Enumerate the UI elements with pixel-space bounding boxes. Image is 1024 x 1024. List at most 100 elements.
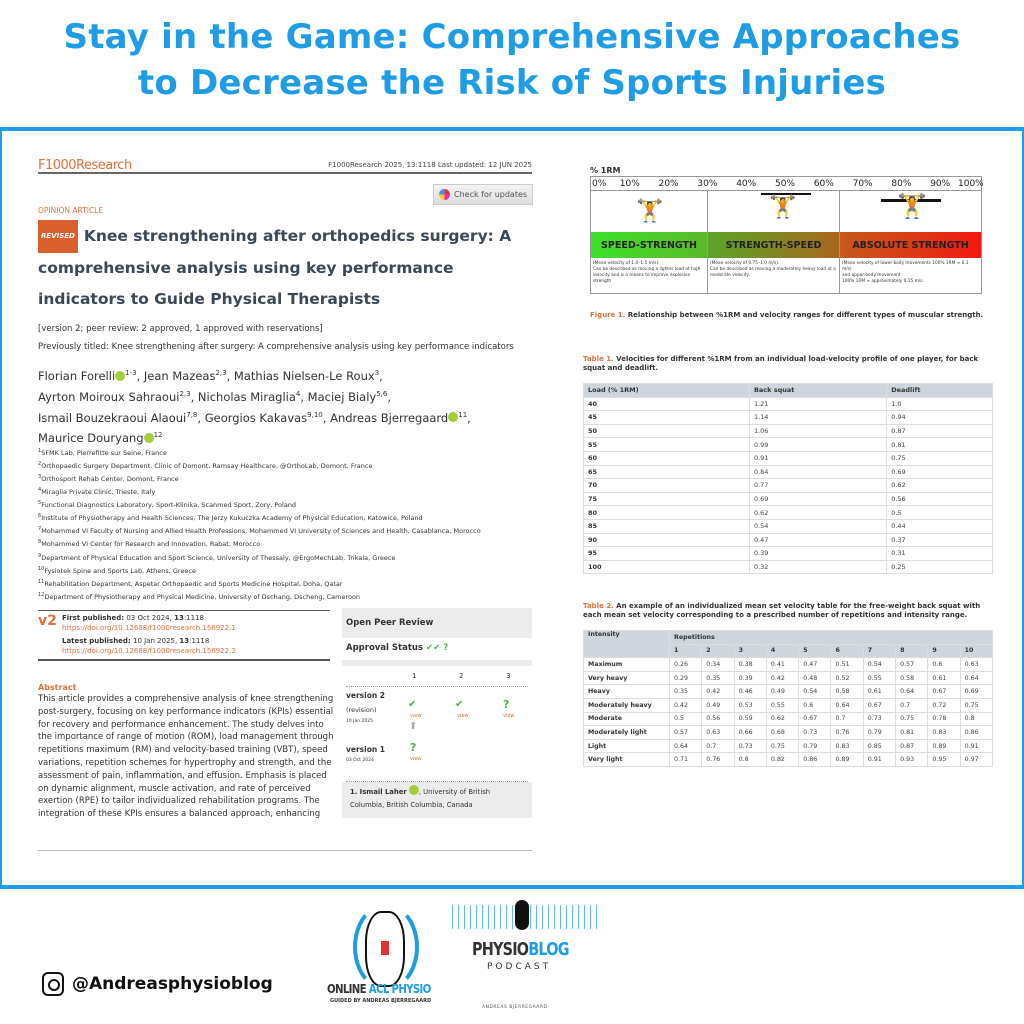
table-cell: 0.78 xyxy=(928,712,960,726)
table-cell: 0.64 xyxy=(670,739,702,753)
logo-text-b: ACL PHYSIO xyxy=(368,982,432,996)
affiliation: 12Department of Physiotherapy and Physic… xyxy=(38,590,533,603)
affiliation-number: 5 xyxy=(38,500,42,507)
table-cell: 0.66 xyxy=(734,726,766,739)
caption-label: Table 1. xyxy=(583,355,614,363)
table-cell: 50 xyxy=(584,424,749,438)
check-updates-label: Check for updates xyxy=(454,190,528,199)
table-cell: 0.48 xyxy=(799,671,831,685)
table-cell: 0.86 xyxy=(799,753,831,766)
abstract-text: This article provides a comprehensive an… xyxy=(38,694,334,820)
affiliation: 4Miraglia Private Clinic, Trieste, Italy xyxy=(38,485,533,498)
barbell-icon xyxy=(761,193,811,195)
view-report-3-link[interactable]: view xyxy=(503,713,515,719)
affiliation-number: 4 xyxy=(38,487,42,494)
article-title: REVISED Knee strengthening after orthoped… xyxy=(38,220,533,315)
table-cell: 0.54 xyxy=(863,658,896,671)
check-for-updates-button[interactable]: Check for updates xyxy=(433,184,533,205)
table-cell: 0.86 xyxy=(960,726,992,739)
instagram-text: @Andreasphysioblog xyxy=(72,974,273,994)
logo-ring xyxy=(353,903,419,991)
first-published: First published: 03 Oct 2024, 13:1118 xyxy=(62,614,204,622)
table-cell: 0.56 xyxy=(702,712,734,726)
author-list: Florian Forelli 1-3, Jean Mazeas2,3, Math… xyxy=(38,368,471,446)
banner-title: Stay in the Game: Comprehensive Approach… xyxy=(0,14,1024,106)
table-cell: 0.81 xyxy=(896,726,928,739)
affiliation-number: 12 xyxy=(38,591,45,598)
article-number: :1118 xyxy=(183,614,205,622)
question-icon: ? xyxy=(443,643,449,653)
rep-header: 9 xyxy=(928,644,960,658)
affiliation: 8Mohammed VI Center for Research and Inn… xyxy=(38,537,533,550)
article-number: :1118 xyxy=(189,637,210,645)
band-description: (Mean velocity of 0.75–1.0 m/s). Can be … xyxy=(710,261,836,278)
table-cell: 0.67 xyxy=(799,712,831,726)
divider xyxy=(346,686,528,687)
orcid-icon[interactable] xyxy=(143,433,154,444)
version-1-date: 03 Oct 2024 xyxy=(346,758,374,763)
author-name[interactable]: Nicholas Miraglia xyxy=(197,389,296,404)
table-cell: Very light xyxy=(584,753,669,766)
view-report-1-link[interactable]: view xyxy=(410,713,422,719)
table-cell: 0.64 xyxy=(960,671,992,685)
rep-header: 5 xyxy=(799,644,831,658)
percent-tick: 20% xyxy=(658,179,679,189)
doi-link-v2[interactable]: https://doi.org/10.12688/f1000research.1… xyxy=(62,647,236,655)
version-2-label: version 2 xyxy=(346,691,386,700)
banner-title-line-2: to Decrease the Risk of Sports Injuries xyxy=(137,63,887,103)
table-cell: 1.14 xyxy=(749,411,887,424)
doi-link-v1[interactable]: https://doi.org/10.12688/f1000research.1… xyxy=(62,624,236,632)
reviewer-name[interactable]: 1. Ismail Laher xyxy=(350,788,407,796)
affiliation-text: Institute of Physiotherapy and Health Sc… xyxy=(41,514,423,523)
reviewer-info: 1. Ismail Laher , University of British … xyxy=(350,785,526,812)
strength-band-absolute strength: ABSOLUTE STRENGTH xyxy=(840,232,981,258)
orcid-icon[interactable] xyxy=(448,412,459,423)
table-cell: 0.49 xyxy=(766,685,799,698)
table-header-row: Intensity Repetitions xyxy=(584,631,992,658)
latest-published-date: 10 Jan 2025, xyxy=(132,637,180,645)
rep-header: 2 xyxy=(702,644,734,658)
author-name[interactable]: Maurice Douryang xyxy=(38,431,144,446)
view-report-2-link[interactable]: view xyxy=(457,713,469,719)
author-name[interactable]: Jean Mazeas xyxy=(143,368,216,383)
rep-header: 3 xyxy=(734,644,766,658)
table-row: 95 0.39 0.31 xyxy=(584,547,992,560)
affiliation: 3Orthosport Rehab Center, Domont, France xyxy=(38,472,533,485)
author-name[interactable]: Mathias Nielsen-Le Roux xyxy=(233,368,375,383)
view-report-v1-link[interactable]: view xyxy=(410,756,422,762)
version-status: [version 2; peer review: 2 approved, 1 a… xyxy=(38,324,323,334)
author-name[interactable]: Georgios Kakavas xyxy=(204,410,308,425)
table-cell: 40 xyxy=(584,397,749,411)
jump-figure-icon: 🏋 xyxy=(636,199,664,224)
version-label: v2 xyxy=(38,613,57,629)
figure-1-caption: Figure 1. Relationship between %1RM and … xyxy=(590,302,990,321)
table-row: Very heavy 0.29 0.35 0.39 0.42 0.48 0.52 0.55 0.… xyxy=(584,671,992,685)
table-cell: 0.79 xyxy=(799,739,831,753)
table-cell: 0.72 xyxy=(928,698,960,712)
percent-tick: 10% xyxy=(619,179,640,189)
table-row: 50 1.06 0.87 xyxy=(584,424,992,438)
table-cell: 0.77 xyxy=(749,479,887,492)
rep-header: 8 xyxy=(896,644,928,658)
affiliation: 1SFMK Lab, Pierrefitte sur Seine, France xyxy=(38,446,533,459)
review-grid: 1 2 3 version 2 (revision) 10 Jan 2025 ✔… xyxy=(342,666,532,782)
revised-badge: REVISED xyxy=(38,220,78,253)
table-cell: 0.63 xyxy=(702,726,734,739)
table-cell: 1.0 xyxy=(887,397,992,411)
author-name[interactable]: Florian Forelli xyxy=(38,368,116,383)
orcid-icon xyxy=(408,785,419,795)
affiliation: 7Mohammed VI Faculty of Nursing and Alli… xyxy=(38,524,533,537)
percent-tick: 40% xyxy=(736,179,757,189)
table-1-caption: Table 1. Velocities for different %1RM f… xyxy=(583,355,993,373)
table-cell: 0.54 xyxy=(799,685,831,698)
crossmark-icon xyxy=(439,189,450,200)
author-name[interactable]: Ismail Bouzekraoui Alaoui xyxy=(38,410,187,425)
author-name[interactable]: Andreas Bjerregaard xyxy=(330,410,449,425)
author-affiliation-ref: 2,3 xyxy=(215,369,227,377)
author-name[interactable]: Maciej Bialy xyxy=(307,389,377,404)
orcid-icon[interactable] xyxy=(115,370,126,381)
author-name[interactable]: Ayrton Moiroux Sahraoui xyxy=(38,389,180,404)
logo-text-a: ONLINE xyxy=(327,982,369,996)
instagram-handle[interactable]: @Andreasphysioblog xyxy=(42,972,273,996)
reviewer-col-1: 1 xyxy=(412,672,417,680)
